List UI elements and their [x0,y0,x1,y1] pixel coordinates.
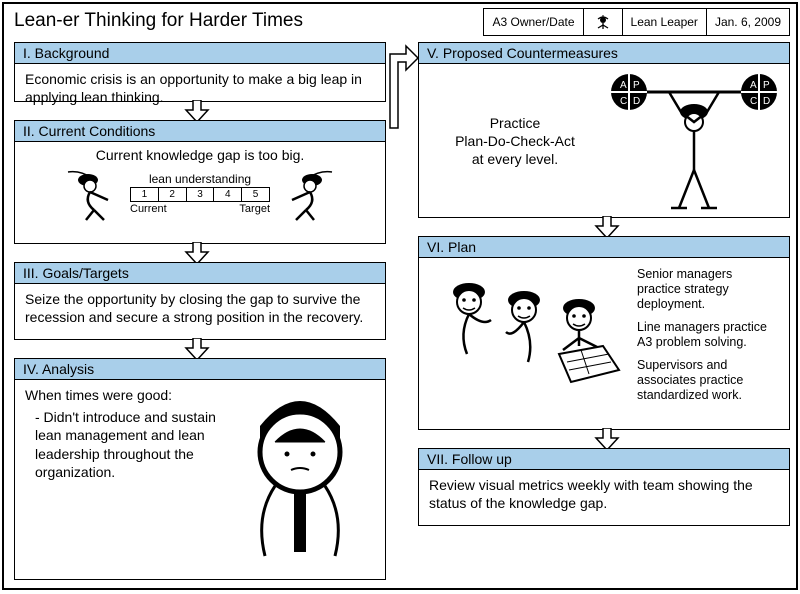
section-heading: III. Goals/Targets [15,263,385,284]
person-pulling-left-icon [64,166,124,222]
svg-text:P: P [633,80,640,91]
meta-date: Jan. 6, 2009 [707,9,789,35]
section-text: Current knowledge gap is too big. [21,146,379,164]
svg-text:A: A [620,80,627,91]
scale-cell: 3 [187,188,215,201]
section-heading: VI. Plan [419,237,789,258]
section-goals: III. Goals/Targets Seize the opportunity… [14,262,386,340]
plan-item: Line managers practice A3 problem solvin… [637,320,779,350]
person-pulling-right-icon [276,166,336,222]
section-heading: II. Current Conditions [15,121,385,142]
svg-text:D: D [763,96,770,107]
analysis-bullet: - Didn't introduce and sustain lean mana… [25,408,219,481]
section-heading: V. Proposed Countermeasures [419,43,789,64]
cm-line1: Practice [429,114,601,132]
section-background: I. Background Economic crisis is an oppo… [14,42,386,102]
scale-cell: 2 [159,188,187,201]
magnifying-glass-person-icon [225,386,375,571]
svg-text:C: C [620,96,627,107]
plan-item: Supervisors and associates practice stan… [637,358,779,403]
pdca-barbell-person-icon: A P C D A P C D [609,70,779,212]
meta-owner: Lean Leaper [623,9,707,35]
scale-cell: 4 [214,188,242,201]
section-text: Seize the opportunity by closing the gap… [15,284,385,332]
flow-arrow-icon [184,242,210,264]
section-heading: I. Background [15,43,385,64]
page-title: Lean-er Thinking for Harder Times [14,10,303,32]
scale-cell: 5 [242,188,269,201]
svg-text:D: D [633,96,640,107]
cm-line2: Plan-Do-Check-Act [429,132,601,150]
analysis-lead: When times were good: [25,386,219,404]
flow-arrow-icon [184,338,210,360]
cm-line3: at every level. [429,150,601,168]
owner-icon [584,9,623,35]
flow-arrow-icon [594,216,620,238]
section-heading: IV. Analysis [15,359,385,380]
svg-text:P: P [763,80,770,91]
scale-left-label: Current [130,202,167,216]
scale-right-label: Target [239,202,270,216]
gap-label: lean understanding [130,172,270,188]
flow-arrow-icon [386,40,420,130]
a3-page: Lean-er Thinking for Harder Times A3 Own… [2,2,798,590]
section-heading: VII. Follow up [419,449,789,470]
svg-text:A: A [750,80,757,91]
svg-text:C: C [750,96,757,107]
meta-label: A3 Owner/Date [484,9,583,35]
scale-cell: 1 [131,188,159,201]
gap-scale: 1 2 3 4 5 [130,187,270,202]
plan-item: Senior managers practice strategy deploy… [637,267,779,312]
meta-box: A3 Owner/Date Lean Leaper Jan. 6, 2009 [483,8,790,36]
flow-arrow-icon [594,428,620,450]
three-workers-icon [429,264,629,414]
section-followup: VII. Follow up Review visual metrics wee… [418,448,790,526]
section-plan: VI. Plan [418,236,790,430]
section-analysis: IV. Analysis When times were good: - Did… [14,358,386,580]
flow-arrow-icon [184,100,210,122]
section-current-conditions: II. Current Conditions Current knowledge… [14,120,386,244]
section-text: Review visual metrics weekly with team s… [419,470,789,518]
section-countermeasures: V. Proposed Countermeasures Practice Pla… [418,42,790,218]
